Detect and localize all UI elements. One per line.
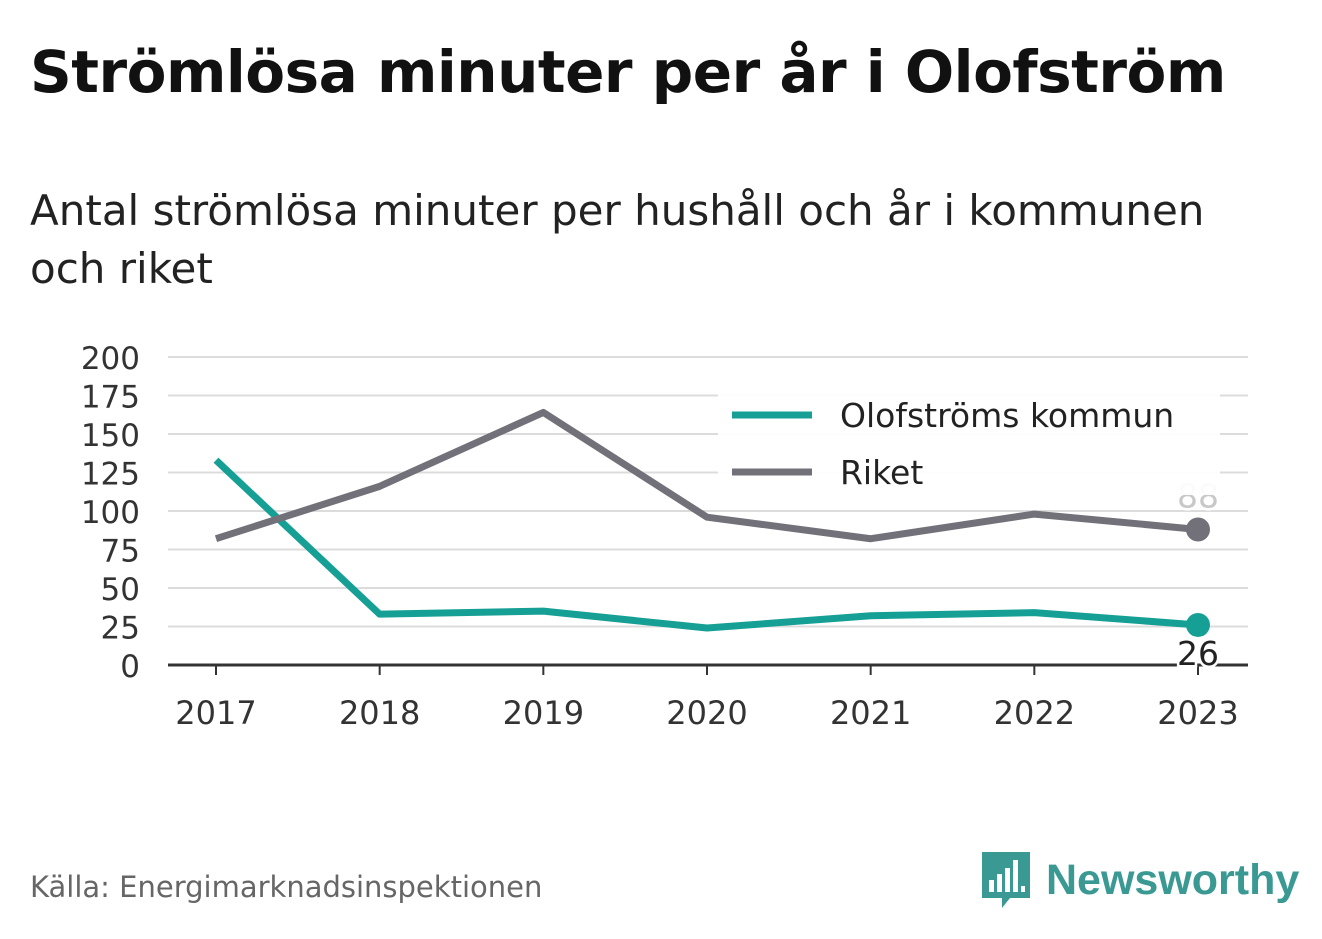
chart-title: Strömlösa minuter per år i Olofström xyxy=(30,38,1226,106)
y-tick-label: 75 xyxy=(101,534,140,570)
brand-name: Newsworthy xyxy=(1046,855,1300,904)
x-tick-label: 2023 xyxy=(1157,694,1238,732)
series-end-label: 26 xyxy=(1177,634,1219,673)
legend-label: Olofströms kommun xyxy=(840,396,1174,435)
x-tick-label: 2019 xyxy=(503,694,584,732)
series-line xyxy=(214,408,1199,543)
source-note: Källa: Energimarknadsinspektionen xyxy=(30,870,543,904)
y-tick-label: 100 xyxy=(81,495,140,531)
y-tick-label: 125 xyxy=(81,457,140,493)
y-tick-label: 0 xyxy=(120,649,140,685)
x-tick-label: 2020 xyxy=(666,694,747,732)
x-tick-label: 2017 xyxy=(175,694,256,732)
x-tick-label: 2018 xyxy=(339,694,420,732)
y-tick-label: 25 xyxy=(101,611,140,647)
y-tick-label: 150 xyxy=(81,418,140,454)
x-axis: 2017 2018 2019 2020 2021 2022 2023 xyxy=(168,663,1248,732)
newsworthy-logo-icon xyxy=(982,852,1030,908)
y-tick-label: 175 xyxy=(81,380,140,416)
brand-logo: Newsworthy xyxy=(980,850,1299,910)
legend: Olofströms kommun Riket xyxy=(718,385,1220,495)
chart-subtitle: Antal strömlösa minuter per hushåll och … xyxy=(30,186,1205,293)
legend-label: Riket xyxy=(840,453,923,492)
y-tick-label: 200 xyxy=(81,341,140,377)
x-tick-label: 2022 xyxy=(994,694,1075,732)
series-end-point xyxy=(1186,517,1210,542)
legend-background xyxy=(718,385,1220,495)
series-line xyxy=(213,457,1199,632)
y-tick-label: 50 xyxy=(101,572,140,608)
series-end-point xyxy=(1186,612,1210,637)
x-tick-label: 2021 xyxy=(830,694,911,732)
